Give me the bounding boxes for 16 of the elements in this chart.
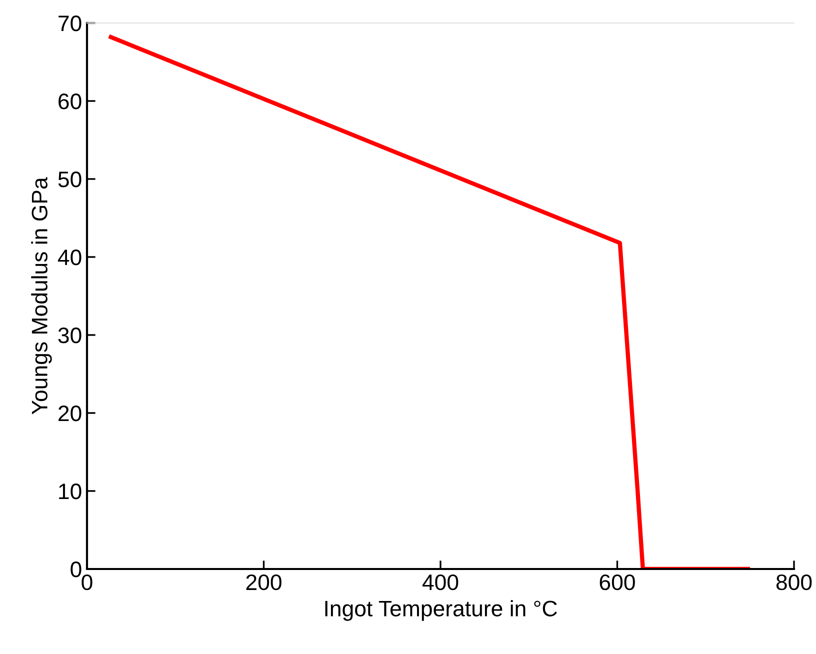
x-axis-title: Ingot Temperature in °C	[325, 600, 557, 621]
x-tick-label: 400	[422, 574, 458, 590]
x-tick-label: 0	[82, 574, 92, 590]
y-tick-label: 30	[58, 328, 82, 344]
y-tick-label: 60	[58, 94, 82, 110]
y-tick-label: 40	[58, 250, 82, 266]
y-tick-label: 20	[58, 406, 82, 422]
y-tick-label: 70	[58, 16, 82, 32]
line-series	[108, 34, 750, 569]
x-tick-label: 600	[600, 574, 635, 590]
x-tick-label: 200	[246, 574, 282, 590]
y-axis-title: Youngs Modulus in GPa	[31, 177, 52, 414]
y-tick-label: 10	[59, 484, 82, 500]
y-tick-label: 50	[58, 172, 82, 188]
y-tick-label: 0	[70, 562, 82, 578]
x-tick-label: 800	[776, 574, 812, 590]
